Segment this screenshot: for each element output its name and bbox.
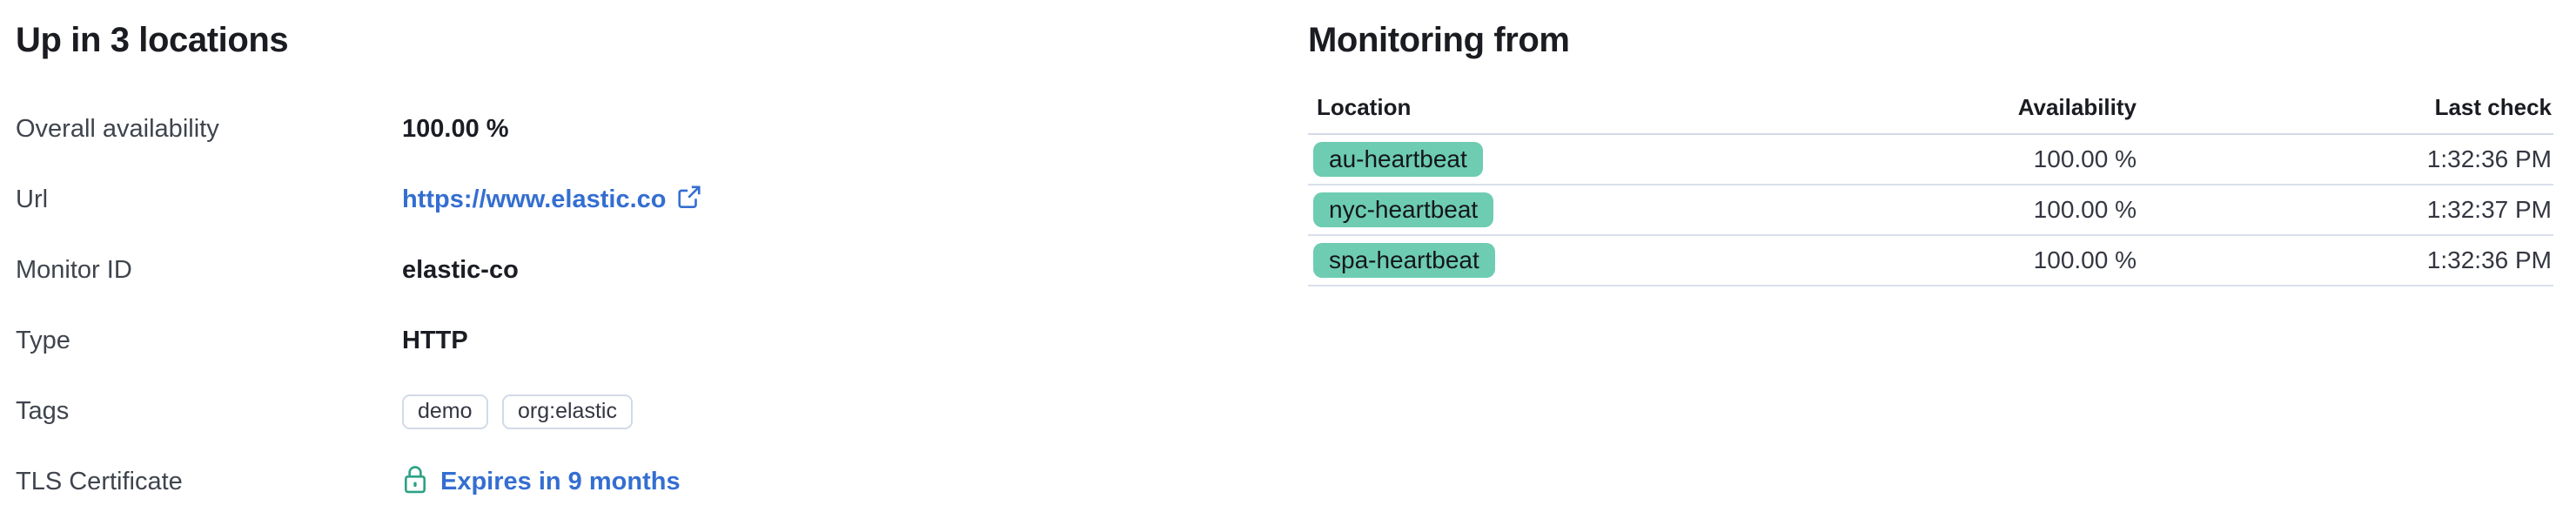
table-row: nyc-heartbeat 100.00 % 1:32:37 PM [1308,185,2553,236]
status-panel-title: Up in 3 locations [16,21,289,59]
location-badge: au-heartbeat [1313,142,1483,177]
column-header-last-check: Last check [2138,94,2553,135]
monitor-url-text: https://www.elastic.co [402,185,667,213]
monitor-id-row: Monitor ID elastic-co [16,235,1253,306]
location-badge: nyc-heartbeat [1313,192,1494,227]
tls-expiry-link[interactable]: Expires in 9 months [440,468,681,495]
monitoring-panel-title: Monitoring from [1308,21,1570,59]
lock-icon [402,464,428,500]
column-header-location: Location [1308,94,1723,135]
column-header-availability: Availability [1723,94,2138,135]
url-label: Url [16,185,49,213]
last-check-cell: 1:32:36 PM [2138,235,2553,286]
availability-cell: 100.00 % [1723,235,2138,286]
tags-row: Tags demo org:elastic [16,376,1253,447]
type-row: Type HTTP [16,306,1253,376]
overall-availability-row: Overall availability 100.00 % [16,94,1253,165]
location-cell: au-heartbeat [1308,134,1723,185]
table-row: au-heartbeat 100.00 % 1:32:36 PM [1308,134,2553,185]
external-link-icon [676,184,702,217]
tls-certificate-label: TLS Certificate [16,468,183,495]
overall-availability-label: Overall availability [16,115,219,143]
location-cell: spa-heartbeat [1308,235,1723,286]
monitor-url-link[interactable]: https://www.elastic.co [402,184,702,217]
url-row: Url https://www.elastic.co [16,165,1253,235]
monitoring-panel: Monitoring from Location Availability La… [1288,0,2576,519]
table-header-row: Location Availability Last check [1308,94,2553,135]
location-cell: nyc-heartbeat [1308,185,1723,236]
type-value: HTTP [402,327,468,354]
monitor-id-label: Monitor ID [16,256,132,284]
tags-label: Tags [16,397,70,425]
availability-cell: 100.00 % [1723,185,2138,236]
status-panel: Up in 3 locations Overall availability 1… [16,21,1253,517]
table-row: spa-heartbeat 100.00 % 1:32:36 PM [1308,235,2553,286]
tag-badge-org-elastic[interactable]: org:elastic [502,394,633,429]
monitor-summary-list: Overall availability 100.00 % Url https:… [16,94,1253,517]
tls-certificate-row: TLS Certificate Expires in 9 months [16,447,1253,517]
last-check-cell: 1:32:37 PM [2138,185,2553,236]
tag-badge-demo[interactable]: demo [402,394,488,429]
monitor-id-value: elastic-co [402,256,519,284]
type-label: Type [16,327,70,354]
location-badge: spa-heartbeat [1313,243,1495,278]
last-check-cell: 1:32:36 PM [2138,134,2553,185]
availability-cell: 100.00 % [1723,134,2138,185]
monitoring-table: Location Availability Last check au-hear… [1308,94,2553,286]
overall-availability-value: 100.00 % [402,115,509,143]
tags-value: demo org:elastic [402,394,643,429]
